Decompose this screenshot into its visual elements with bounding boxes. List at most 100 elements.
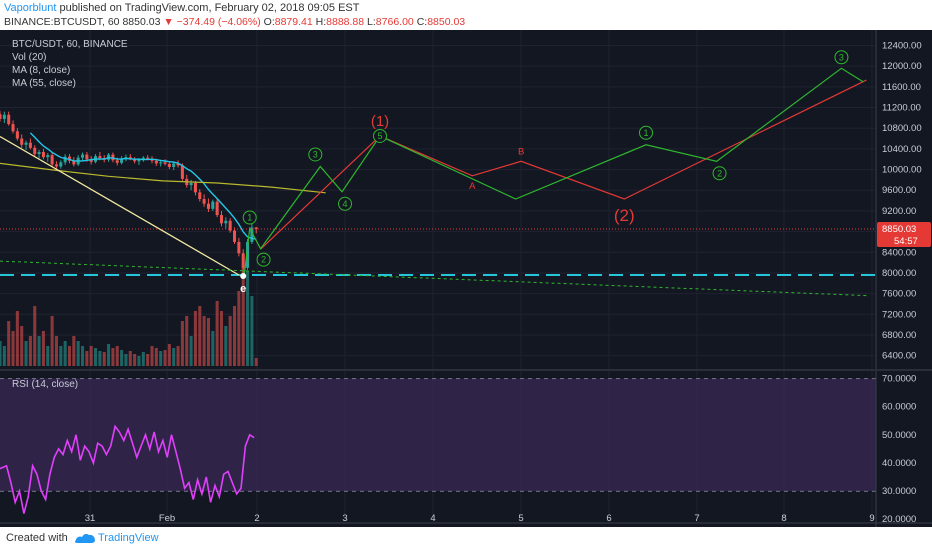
candle-body (224, 220, 228, 224)
wave-label-circle (256, 252, 271, 267)
ma55-line (0, 162, 326, 194)
candle-body (163, 162, 167, 164)
candle-body (20, 138, 24, 145)
price-axis-background (876, 30, 932, 527)
author-link[interactable]: Vaporblunt (4, 2, 57, 14)
candle-body (2, 114, 6, 119)
volume-bar (80, 346, 85, 366)
volume-bar (89, 346, 93, 366)
y-tick-label: 10000.00 (882, 165, 922, 176)
y-tick-label: 6800.00 (882, 330, 916, 341)
chart-legend: BTC/USDT, 60, BINANCE Vol (20) MA (8, cl… (12, 39, 128, 390)
rsi-tick-label: 20.0000 (882, 514, 916, 525)
wave-label-circle (373, 128, 387, 143)
volume-bar (141, 352, 145, 366)
candle-body (41, 151, 45, 158)
volume-bar (37, 336, 41, 366)
volume-bar (20, 326, 24, 366)
volume-bar (33, 306, 37, 366)
candle-body (37, 151, 41, 155)
candle-body (167, 163, 171, 167)
rsi-indicator (0, 424, 255, 514)
candle-body (98, 156, 102, 159)
symbol: BINANCE:BTCUSDT, 60 (4, 16, 120, 28)
volume-bar (94, 348, 98, 366)
candle-body (7, 114, 11, 125)
candle-body (215, 201, 219, 216)
wave-e-marker (240, 273, 247, 280)
y-tick-label: 11200.00 (882, 103, 921, 114)
volume-bar (219, 311, 224, 366)
volume-bar (54, 336, 58, 366)
rsi-tick-label: 30.0000 (882, 486, 916, 497)
volume-bar (137, 356, 141, 366)
tradingview-link[interactable]: TradingView (98, 532, 159, 544)
volume-bar (76, 341, 80, 366)
wave-e-label: e (240, 283, 246, 295)
x-tick-label: 2 (254, 513, 259, 524)
volume-bar (124, 354, 128, 366)
candle-body (228, 220, 232, 231)
green-wave-label: 1 (247, 212, 252, 222)
wave-label-circle (242, 210, 257, 225)
volume-bar (193, 311, 197, 366)
green-wave-label: 1 (643, 128, 648, 138)
price-tag-value: 8850.03 (882, 224, 916, 235)
candle-body (198, 192, 202, 200)
y-tick-label: 7600.00 (882, 289, 916, 300)
rsi-tick-label: 70.0000 (882, 374, 916, 385)
volume-bar (232, 306, 237, 366)
open-value: 8879.41 (274, 16, 313, 28)
price-tag-box (877, 222, 931, 248)
volume-bar (0, 341, 2, 366)
candle-body (172, 163, 176, 167)
legend-title: BTC/USDT, 60, BINANCE (12, 39, 128, 50)
green-wave-label: 5 (377, 131, 382, 141)
x-tick-label: Feb (159, 513, 175, 524)
last-price: 8850.03 (122, 16, 161, 28)
candle-body (146, 157, 150, 159)
volume-bar (154, 348, 158, 366)
wave-label-circle (639, 125, 653, 140)
open-label: O: (263, 16, 275, 28)
candle-body (176, 163, 180, 166)
candle-body (193, 183, 197, 193)
candle-body (189, 183, 193, 186)
publish-line: Vaporblunt published on TradingView.com,… (4, 2, 360, 14)
candle-body (137, 159, 141, 162)
candle-body (28, 142, 32, 148)
legend-rsi: RSI (14, close) (12, 379, 78, 390)
volume-bar (111, 348, 115, 366)
volume-bar (146, 354, 150, 366)
x-tick-label: 4 (430, 513, 435, 524)
red-wave-label: A (469, 181, 476, 192)
green-wave-label: 2 (261, 255, 266, 265)
volume-bar (120, 350, 124, 366)
wedge-upper-line (0, 135, 240, 276)
volume-bar (85, 351, 89, 366)
volume-bar (24, 341, 28, 366)
volume-bar (172, 348, 176, 366)
published-text: published on TradingView.com, February 0… (59, 2, 360, 14)
candle-body (59, 162, 63, 167)
x-tick-label: 3 (342, 513, 347, 524)
price-change: −374.49 (−4.06%) (176, 16, 261, 28)
x-tick-label: 7 (694, 513, 699, 524)
candle-body (250, 227, 254, 242)
volume-bar (128, 351, 132, 366)
wedge-lower-line (0, 260, 869, 297)
volume-bar (211, 331, 215, 366)
candle-body (180, 165, 184, 179)
candle-body (89, 159, 93, 162)
low-value: 8766.00 (375, 16, 414, 28)
candle-body (202, 199, 206, 204)
candle-body (33, 147, 37, 155)
volume-bar (72, 336, 76, 366)
volume-bar (28, 336, 32, 366)
candle-body (50, 155, 54, 165)
volume-bar (63, 341, 67, 366)
volume-bar (163, 350, 167, 366)
green-wave-label: 3 (313, 149, 318, 159)
tradingview-logo-icon[interactable] (74, 531, 96, 545)
